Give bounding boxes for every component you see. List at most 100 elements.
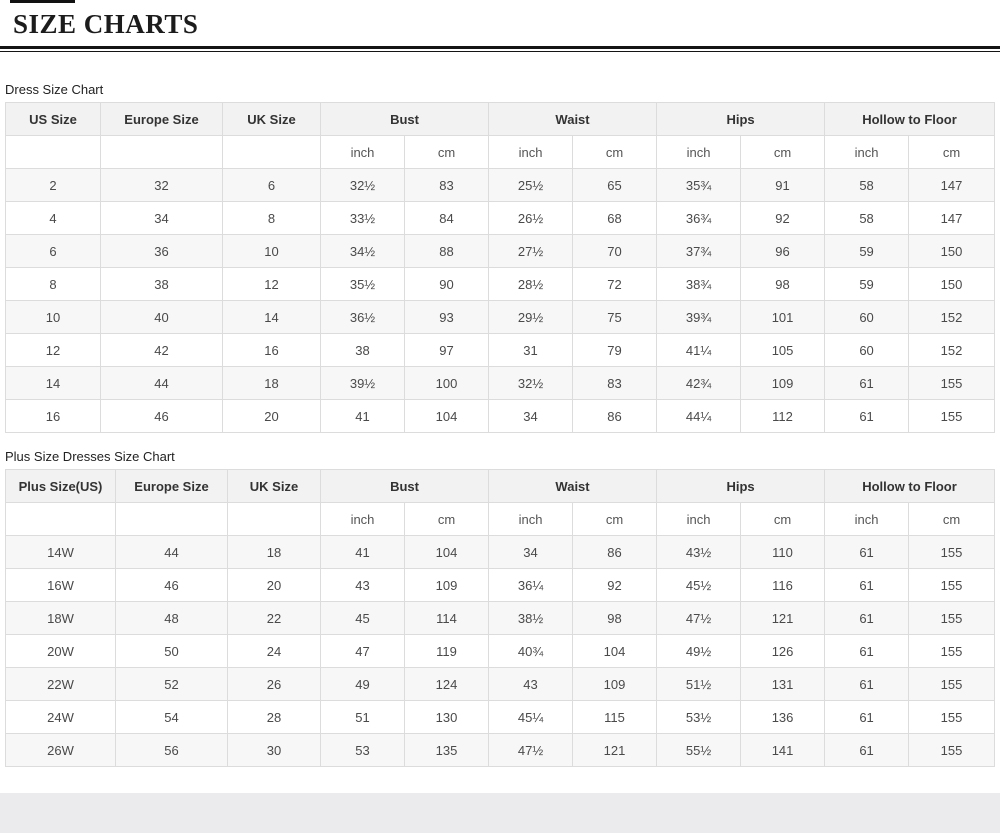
unit-header-inch: inch [656,135,742,169]
table-cell: 114 [403,601,490,635]
table-cell: 61 [824,667,910,701]
table-cell: 152 [908,300,995,334]
table-cell: 53½ [656,700,742,734]
table-cell: 104 [403,399,490,433]
table-cell: 60 [824,300,910,334]
table-cell: 58 [824,168,910,202]
unit-header-cm: cm [572,135,658,169]
empty-cell [222,135,321,169]
table-cell: 72 [572,267,658,301]
table-cell: 90 [403,267,490,301]
table-cell: 42 [100,333,223,367]
unit-header-cm: cm [908,135,995,169]
table-cell: 86 [572,535,658,569]
table-cell: 30 [227,733,321,767]
table-cell: 147 [908,201,995,235]
table-cell: 155 [908,667,995,701]
table-cell: 44 [115,535,228,569]
table-cell: 109 [403,568,490,602]
column-header-us-size: US Size [5,102,101,136]
table-cell: 121 [572,733,658,767]
table-cell: 16 [222,333,321,367]
table-cell: 46 [115,568,228,602]
table-cell: 98 [572,601,658,635]
table-cell: 18 [227,535,321,569]
table-cell: 39¾ [656,300,742,334]
table-cell: 43 [488,667,574,701]
table-row: 16 46 20 41 104 34 86 44¼ 112 61 155 [5,399,995,433]
empty-cell [100,135,223,169]
table-cell: 43 [320,568,405,602]
table-cell: 110 [740,535,826,569]
column-header-hollow-to-floor: Hollow to Floor [824,102,995,136]
table-cell: 32½ [320,168,405,202]
table-cell: 26½ [488,201,574,235]
bottom-band [0,793,1000,833]
table-cell: 79 [572,333,658,367]
table-cell: 150 [908,234,995,268]
empty-cell [5,135,101,169]
table-cell: 47 [320,634,405,668]
table-cell: 65 [572,168,658,202]
unit-header-row: inch cm inch cm inch cm inch cm [5,502,995,536]
table-cell: 36¾ [656,201,742,235]
table-cell: 53 [320,733,405,767]
table-cell: 100 [403,366,490,400]
table-cell: 14 [222,300,321,334]
column-header-hips: Hips [656,469,826,503]
table-cell: 96 [740,234,826,268]
table-cell: 16 [5,399,101,433]
table-cell: 126 [740,634,826,668]
table-cell: 20W [5,634,116,668]
table-cell: 50 [115,634,228,668]
table-cell: 131 [740,667,826,701]
plus-size-chart-table: Plus Size(US) Europe Size UK Size Bust W… [5,469,995,767]
table-cell: 25½ [488,168,574,202]
empty-cell [227,502,321,536]
table-cell: 147 [908,168,995,202]
table-cell: 84 [403,201,490,235]
column-header-waist: Waist [488,469,658,503]
table-cell: 42¾ [656,366,742,400]
unit-header-inch: inch [824,502,910,536]
table-row: 14W 44 18 41 104 34 86 43½ 110 61 155 [5,535,995,569]
table-cell: 36 [100,234,223,268]
table-cell: 35½ [320,267,405,301]
unit-header-cm: cm [908,502,995,536]
unit-header-inch: inch [488,135,574,169]
table-cell: 10 [5,300,101,334]
table-cell: 58 [824,201,910,235]
table-cell: 40¾ [488,634,574,668]
table-cell: 34½ [320,234,405,268]
table-cell: 61 [824,733,910,767]
table-cell: 112 [740,399,826,433]
dress-chart-caption: Dress Size Chart [5,82,104,97]
table-cell: 22W [5,667,116,701]
table-cell: 20 [227,568,321,602]
table-cell: 155 [908,535,995,569]
table-cell: 40 [100,300,223,334]
table-row: 2 32 6 32½ 83 25½ 65 35¾ 91 58 147 [5,168,995,202]
table-cell: 105 [740,333,826,367]
column-header-europe-size: Europe Size [100,102,223,136]
table-cell: 44¼ [656,399,742,433]
table-cell: 46 [100,399,223,433]
column-header-bust: Bust [319,469,490,503]
table-cell: 54 [115,700,228,734]
table-cell: 41¼ [656,333,742,367]
table-cell: 22 [227,601,321,635]
column-header-hollow-to-floor: Hollow to Floor [824,469,995,503]
table-cell: 41 [320,399,405,433]
empty-cell [115,502,228,536]
table-cell: 2 [5,168,101,202]
table-cell: 61 [824,634,910,668]
title-divider [0,46,1000,52]
column-header-hips: Hips [656,102,826,136]
table-cell: 59 [824,267,910,301]
table-cell: 51 [320,700,405,734]
table-cell: 38½ [488,601,574,635]
table-cell: 124 [403,667,490,701]
table-cell: 88 [403,234,490,268]
table-cell: 61 [824,700,910,734]
unit-header-inch: inch [824,135,910,169]
